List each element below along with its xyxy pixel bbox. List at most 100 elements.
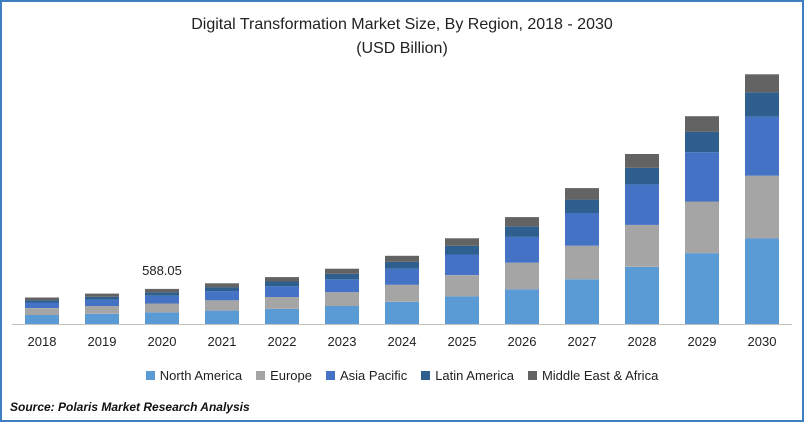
- bar-2020-series-3: [145, 292, 179, 296]
- bar-2023-series-0: [325, 306, 359, 324]
- bar-2018-series-2: [25, 302, 59, 308]
- bar-2020-series-2: [145, 295, 179, 304]
- x-tick-label: 2028: [628, 334, 657, 349]
- legend-label: Middle East & Africa: [541, 368, 659, 383]
- bar-2022-series-4: [265, 277, 299, 282]
- legend-swatch: [256, 371, 266, 380]
- bar-2021-series-1: [205, 300, 239, 311]
- bar-2029-series-4: [685, 116, 719, 132]
- bar-2020-series-1: [145, 303, 179, 313]
- legend-item-1: Europe: [256, 368, 312, 383]
- bar-2019-series-4: [85, 293, 119, 297]
- bar-2029-series-3: [685, 131, 719, 153]
- bar-2030-series-1: [745, 175, 779, 239]
- bar-2021-series-3: [205, 287, 239, 292]
- bar-2030-series-3: [745, 92, 779, 117]
- bar-2025-series-3: [445, 245, 479, 255]
- chart-plot-area: 2018 2019 2020 588.05 2021 2022 2023 2024 2025 20…: [12, 74, 792, 349]
- legend-swatch: [527, 371, 537, 380]
- bar-2027-series-2: [565, 213, 599, 246]
- bar-2028-series-4: [625, 154, 659, 168]
- bar-2018-series-4: [25, 297, 59, 301]
- bar-2025-series-2: [445, 254, 479, 276]
- bar-2030-series-2: [745, 116, 779, 176]
- bar-2024-series-1: [385, 284, 419, 302]
- legend-label: North America: [159, 368, 243, 383]
- bar-2019-series-2: [85, 299, 119, 306]
- bar-2019-series-3: [85, 296, 119, 300]
- bar-2028-series-0: [625, 266, 659, 324]
- bar-2024-series-4: [385, 255, 419, 262]
- chart-title: Digital Transformation Market Size, By R…: [191, 16, 613, 33]
- bar-2027-series-3: [565, 199, 599, 213]
- bar-2027-series-1: [565, 245, 599, 280]
- bar-2018-series-0: [25, 315, 59, 324]
- x-tick-label: 2026: [508, 334, 537, 349]
- bar-2030-series-0: [745, 238, 779, 324]
- legend-swatch: [421, 371, 431, 380]
- bar-2028-series-1: [625, 224, 659, 267]
- bar-2027-series-4: [565, 188, 599, 200]
- bar-2027-series-0: [565, 279, 599, 324]
- legend-label: Asia Pacific: [340, 368, 408, 383]
- bar-2026-series-0: [505, 289, 539, 324]
- bar-2024-series-3: [385, 261, 419, 269]
- legend-item-2: Asia Pacific: [326, 368, 407, 383]
- legend-item-0: North America: [145, 368, 243, 383]
- bar-2028-series-2: [625, 184, 659, 225]
- bar-2022-series-2: [265, 286, 299, 297]
- bar-2023-series-4: [325, 268, 359, 274]
- bar-2025-series-1: [445, 275, 479, 297]
- bar-2023-series-2: [325, 279, 359, 293]
- bar-2026-series-2: [505, 236, 539, 263]
- bar-2018-series-3: [25, 300, 59, 303]
- bar-2018-series-1: [25, 308, 59, 315]
- legend-label: Europe: [270, 368, 312, 383]
- bar-2029-series-1: [685, 201, 719, 254]
- bar-2024-series-0: [385, 301, 419, 324]
- x-tick-label: 2022: [268, 334, 297, 349]
- bar-2025-series-0: [445, 296, 479, 324]
- legend-item-4: Middle East & Africa: [527, 368, 659, 383]
- bar-2021-series-2: [205, 291, 239, 301]
- x-tick-label: 2021: [208, 334, 237, 349]
- bar-2030-series-4: [745, 74, 779, 93]
- x-tick-label: 2027: [568, 334, 597, 349]
- bar-2023-series-1: [325, 292, 359, 306]
- bar-2020-series-0: [145, 312, 179, 324]
- bar-2019-series-1: [85, 306, 119, 314]
- bar-2022-series-1: [265, 297, 299, 309]
- bar-2019-series-0: [85, 313, 119, 324]
- data-label-2020: 588.05: [142, 263, 182, 278]
- bar-2029-series-0: [685, 253, 719, 325]
- bar-2020-series-4: [145, 288, 179, 293]
- bar-2028-series-3: [625, 167, 659, 185]
- x-tick-label: 2018: [28, 334, 57, 349]
- legend-label: Latin America: [435, 368, 514, 383]
- x-tick-label: 2020: [148, 334, 177, 349]
- x-tick-label: 2030: [748, 334, 777, 349]
- legend-swatch: [145, 371, 155, 380]
- bar-2022-series-0: [265, 308, 299, 324]
- x-tick-label: 2029: [688, 334, 717, 349]
- bar-2021-series-0: [205, 310, 239, 324]
- source-note: Source: Polaris Market Research Analysis: [10, 400, 250, 414]
- x-tick-label: 2019: [88, 334, 117, 349]
- bar-2022-series-3: [265, 281, 299, 287]
- bar-2026-series-3: [505, 226, 539, 237]
- legend-item-3: Latin America: [421, 368, 514, 383]
- bar-2023-series-3: [325, 273, 359, 280]
- chart-legend: North America Europe Asia Pacific Latin Ame…: [2, 368, 802, 383]
- bar-2025-series-4: [445, 238, 479, 246]
- bar-2029-series-2: [685, 152, 719, 202]
- bar-2024-series-2: [385, 268, 419, 285]
- x-tick-label: 2023: [328, 334, 357, 349]
- legend-swatch: [326, 371, 335, 380]
- chart-subtitle: (USD Billion): [356, 40, 448, 57]
- bar-2026-series-4: [505, 217, 539, 227]
- x-tick-label: 2025: [448, 334, 477, 349]
- x-tick-label: 2024: [388, 334, 417, 349]
- bar-2021-series-4: [205, 283, 239, 288]
- bar-2026-series-1: [505, 262, 539, 290]
